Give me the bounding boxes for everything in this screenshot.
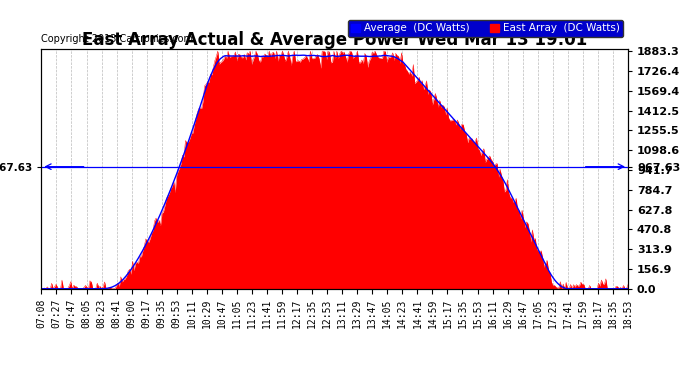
Title: East Array Actual & Average Power Wed Mar 13 19:01: East Array Actual & Average Power Wed Ma… [82, 31, 587, 49]
Text: Copyright 2013 Cartronics.com: Copyright 2013 Cartronics.com [41, 34, 193, 44]
Legend: Average  (DC Watts), East Array  (DC Watts): Average (DC Watts), East Array (DC Watts… [348, 20, 622, 37]
